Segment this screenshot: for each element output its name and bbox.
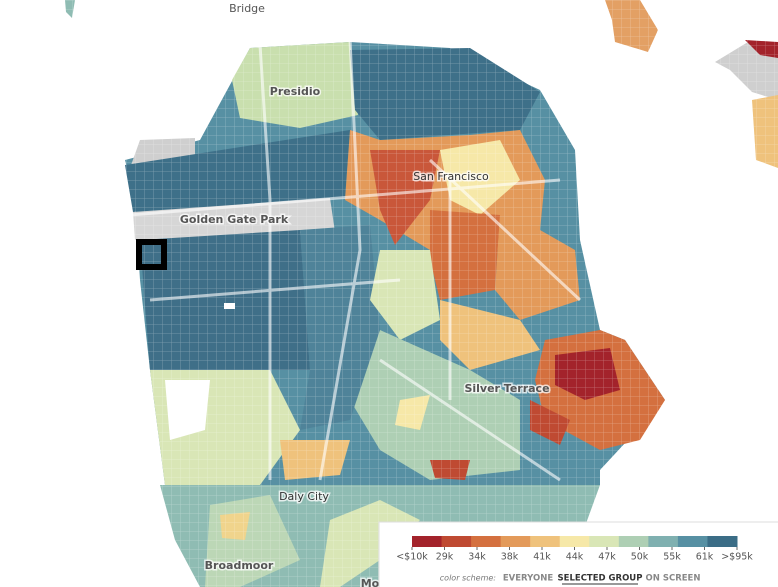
color-scheme-selector: color scheme: EVERYONE SELECTED GROUP ON SC…: [440, 574, 701, 585]
legend-swatch: [589, 536, 620, 547]
color-scheme-option[interactable]: ON SCREEN: [646, 574, 701, 584]
legend-label: 29k: [436, 552, 454, 563]
place-label: San Francisco: [413, 170, 489, 183]
legend-swatch: [471, 536, 502, 547]
legend-swatch: [707, 536, 738, 547]
legend-label: 44k: [566, 552, 584, 563]
legend-swatch: [559, 536, 590, 547]
legend-label: 55k: [663, 552, 681, 563]
legend: <$10k 29k 34k 38k 41k 44k 47k 50k 55k 61k >$95k: [396, 536, 753, 563]
legend-swatch: [441, 536, 472, 547]
legend-swatch: [500, 536, 531, 547]
color-scheme-option[interactable]: EVERYONE: [503, 574, 553, 584]
legend-label: 50k: [631, 552, 649, 563]
place-label: Silver Terrace: [464, 382, 549, 395]
place-labels: Bridge Presidio San Francisco Golden Gate P…: [178, 1, 551, 587]
color-scheme-option[interactable]: SELECTED GROUP: [558, 574, 643, 584]
legend-label: >$95k: [721, 552, 753, 563]
legend-swatch: [677, 536, 708, 547]
legend-swatch: [648, 536, 679, 547]
place-label: Presidio: [270, 85, 321, 98]
place-label: Daly City: [279, 490, 329, 503]
legend-swatch: [618, 536, 649, 547]
selection-marker[interactable]: [136, 239, 167, 270]
legend-label: <$10k: [396, 552, 428, 563]
place-label: Broadmoor: [205, 559, 274, 572]
legend-label: 47k: [598, 552, 616, 563]
legend-label: 34k: [468, 552, 486, 563]
legend-label: 61k: [696, 552, 714, 563]
legend-swatch: [530, 536, 561, 547]
color-scheme-label: color scheme:: [440, 574, 497, 583]
place-label: Golden Gate Park: [180, 213, 289, 226]
legend-label: 41k: [533, 552, 551, 563]
legend-label: 38k: [501, 552, 519, 563]
legend-swatch: [412, 536, 443, 547]
legend-panel: <$10k 29k 34k 38k 41k 44k 47k 50k 55k 61k >$95k co…: [378, 521, 778, 587]
place-label: Mo: [361, 577, 380, 587]
place-label: Bridge: [229, 2, 265, 15]
